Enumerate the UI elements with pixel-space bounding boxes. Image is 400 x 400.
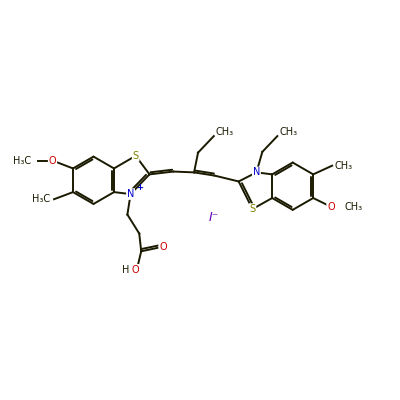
Text: S: S: [250, 204, 256, 214]
Text: H₃C: H₃C: [13, 156, 31, 166]
Text: N: N: [127, 189, 134, 199]
Text: +: +: [136, 183, 143, 192]
Text: CH₃: CH₃: [334, 161, 352, 171]
Text: S: S: [133, 151, 139, 161]
Text: H₃C: H₃C: [32, 194, 50, 204]
Text: O: O: [49, 156, 56, 166]
Text: CH₃: CH₃: [279, 127, 298, 137]
Text: I⁻: I⁻: [209, 211, 219, 224]
Text: O: O: [327, 202, 335, 212]
Text: O: O: [159, 242, 167, 252]
Text: N: N: [253, 167, 260, 177]
Text: CH₃: CH₃: [345, 202, 363, 212]
Text: O: O: [132, 265, 139, 275]
Text: CH₃: CH₃: [215, 127, 234, 137]
Text: H: H: [122, 265, 129, 275]
